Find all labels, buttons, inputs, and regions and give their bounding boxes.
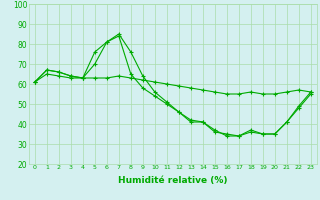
X-axis label: Humidité relative (%): Humidité relative (%)	[118, 176, 228, 185]
